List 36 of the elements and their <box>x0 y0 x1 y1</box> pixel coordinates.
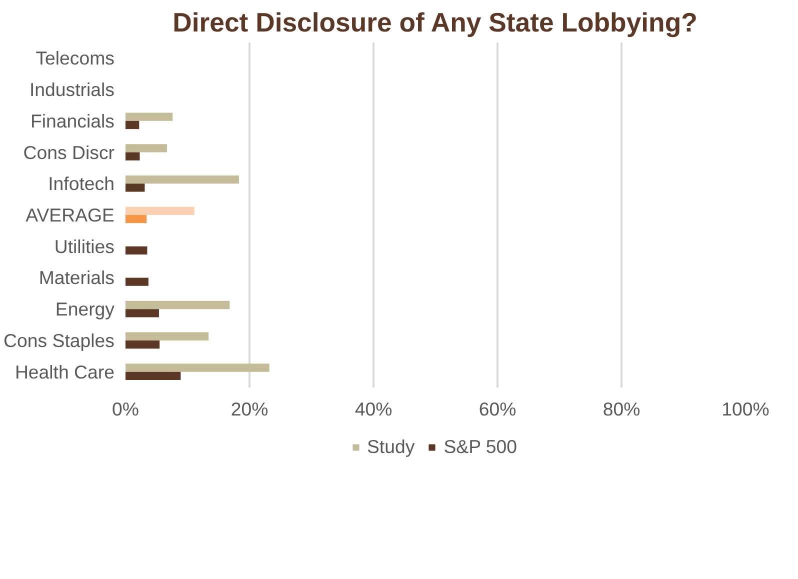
bar <box>126 278 148 286</box>
y-tick-label: Utilities <box>54 236 114 257</box>
x-tick-label: 0% <box>112 398 139 420</box>
bar <box>126 340 160 349</box>
bar <box>126 184 145 192</box>
bar <box>126 120 140 130</box>
bar <box>126 246 148 255</box>
y-tick-label: Health Care <box>14 361 115 382</box>
y-tick-label: Telecoms <box>36 48 114 69</box>
legend-label: Study <box>366 436 415 458</box>
bar <box>126 215 147 224</box>
y-tick-label: Materials <box>38 267 115 288</box>
chart-title: Direct Disclosure of Any State Lobbying? <box>172 8 698 38</box>
x-tick-label: 80% <box>602 398 640 420</box>
bar <box>126 152 140 160</box>
y-tick-label: Industrials <box>29 79 115 100</box>
bar <box>126 364 270 372</box>
bar <box>126 332 209 340</box>
y-tick-label: Cons Staples <box>4 330 115 351</box>
y-tick-label: Cons Discr <box>23 142 115 163</box>
bar <box>126 144 168 152</box>
x-tick-label: 20% <box>230 398 268 420</box>
bar <box>126 300 230 310</box>
bar <box>126 175 239 184</box>
bar <box>126 206 194 215</box>
y-tick-label: Financials <box>30 110 115 132</box>
y-tick-label: AVERAGE <box>26 204 115 226</box>
bar <box>126 309 159 318</box>
y-tick-label: Infotech <box>48 173 115 194</box>
x-tick-label: 60% <box>478 398 516 420</box>
x-tick-label: 100% <box>722 398 770 420</box>
bar <box>126 372 181 380</box>
y-tick-label: Energy <box>55 298 116 320</box>
bar <box>126 112 173 121</box>
legend-label: S&P 500 <box>444 436 518 458</box>
x-tick-label: 40% <box>354 398 392 420</box>
